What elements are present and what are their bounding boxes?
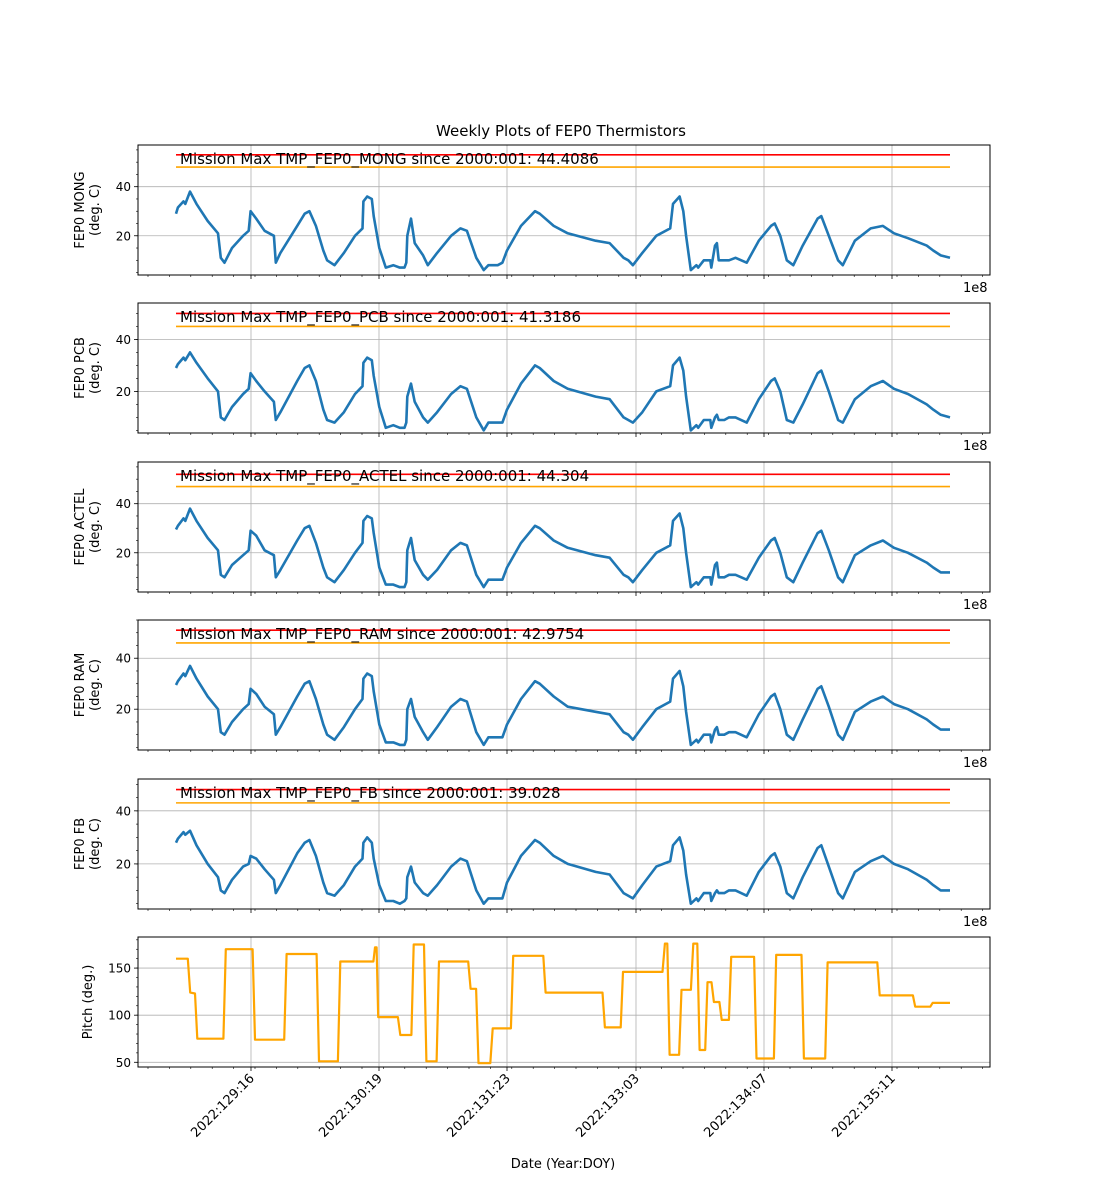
y-axis-label: FEP0 PCB	[73, 337, 88, 399]
axes-frame	[137, 936, 991, 1068]
axes-frame	[137, 302, 991, 434]
x-axis-label: Date (Year:DOY)	[511, 1157, 616, 1172]
y-axis-label: FEP0 ACTEL	[73, 488, 88, 566]
panel-5: 20 40 Mission Max TMP_FEP0_FB since 2000:0…	[73, 778, 991, 930]
temperature-series-line	[174, 190, 951, 272]
temperature-series-line	[174, 351, 951, 432]
y-axis-label: (deg. C)	[88, 818, 103, 870]
panel-3: 20 40 Mission Max TMP_FEP0_ACTEL since 200…	[73, 461, 991, 613]
y-axis-label: (deg. C)	[88, 659, 103, 711]
y-axis-label: FEP0 FB	[73, 818, 88, 870]
offset-label: 1e8	[963, 756, 988, 771]
chart-title: Weekly Plots of FEP0 Thermistors	[436, 122, 686, 140]
y-tick-label: 100	[108, 1009, 131, 1023]
y-tick-label: 40	[116, 497, 131, 511]
y-axis-label: (deg. C)	[88, 501, 103, 553]
panel-2: 20 40 Mission Max TMP_FEP0_PCB since 2000:…	[73, 302, 991, 454]
y-axis-label: FEP0 RAM	[73, 653, 88, 718]
panel-4: 20 40 Mission Max TMP_FEP0_RAM since 2000:…	[73, 619, 991, 771]
mission-max-annotation: Mission Max TMP_FEP0_ACTEL since 2000:00…	[180, 467, 589, 486]
x-tick-label: 2022:134:07	[701, 1071, 770, 1140]
x-tick-label: 2022:131:23	[444, 1071, 513, 1140]
offset-label: 1e8	[963, 439, 988, 454]
y-tick-label: 40	[116, 333, 131, 347]
y-axis-label: FEP0 MONG	[73, 171, 88, 248]
offset-label: 1e8	[963, 915, 988, 930]
pitch-series-line	[176, 942, 950, 1065]
y-tick-label: 40	[116, 652, 131, 666]
y-axis-label: (deg. C)	[88, 342, 103, 394]
mission-max-annotation: Mission Max TMP_FEP0_MONG since 2000:001…	[180, 150, 599, 169]
mission-max-annotation: Mission Max TMP_FEP0_PCB since 2000:001:…	[180, 308, 581, 327]
x-tick-label: 2022:129:16	[188, 1071, 257, 1140]
y-tick-label: 20	[116, 857, 131, 871]
temperature-series-line	[174, 507, 950, 589]
y-tick-label: 150	[108, 962, 131, 976]
offset-label: 1e8	[963, 598, 988, 613]
mission-max-annotation: Mission Max TMP_FEP0_RAM since 2000:001:…	[180, 625, 584, 644]
axes-frame	[137, 619, 991, 751]
y-axis-label: (deg. C)	[88, 184, 103, 236]
y-tick-label: 20	[116, 385, 131, 399]
mission-max-annotation: Mission Max TMP_FEP0_FB since 2000:001: …	[180, 784, 561, 803]
temperature-series-line	[174, 664, 950, 747]
y-tick-label: 40	[116, 804, 131, 818]
x-tick-label: 2022:133:03	[573, 1071, 642, 1140]
y-tick-label: 20	[116, 703, 131, 717]
axes-frame	[137, 778, 991, 910]
x-tick-label: 2022:135:11	[829, 1071, 898, 1140]
y-tick-label: 20	[116, 546, 131, 560]
axes-frame	[137, 461, 991, 593]
y-tick-label: 50	[116, 1056, 131, 1070]
y-axis-label: Pitch (deg.)	[81, 965, 96, 1040]
panel-1: 20 40 Mission Max TMP_FEP0_MONG since 2000…	[73, 144, 991, 296]
x-tick-label: 2022:130:19	[316, 1071, 385, 1140]
y-tick-label: 20	[116, 229, 131, 243]
temperature-series-line	[174, 829, 950, 906]
axes-frame	[137, 144, 991, 276]
panel-6: 50 100 150 Pitch (deg.)	[81, 936, 991, 1071]
offset-label: 1e8	[963, 281, 988, 296]
y-tick-label: 40	[116, 180, 131, 194]
